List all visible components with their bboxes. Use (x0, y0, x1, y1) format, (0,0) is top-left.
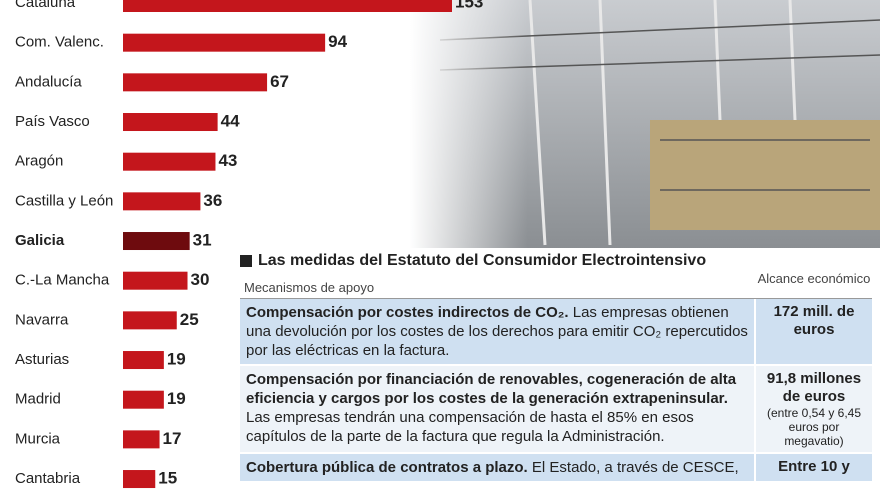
mechanism-text: Las empresas obtienen una devolución por… (246, 304, 748, 359)
value-label: 31 (193, 231, 212, 250)
table-row: Compensación por costes indirectos de CO… (240, 299, 872, 366)
bar (123, 33, 326, 52)
category-label: Com. Valenc. (15, 34, 104, 51)
category-label: Cataluña (15, 0, 76, 11)
value-label: 153 (455, 0, 483, 11)
mechanism-lead: Compensación por costes indirectos de CO… (246, 304, 569, 321)
category-label: Madrid (15, 391, 61, 408)
amount: 91,8 millones de euros (766, 370, 862, 405)
mechanism-text: Las empresas tendrán una compensación de… (246, 409, 694, 445)
value-label: 17 (163, 429, 182, 448)
category-label: Murcia (15, 430, 61, 447)
value-label: 19 (167, 350, 186, 369)
mechanism-lead: Compensación por financiación de renovab… (246, 371, 737, 407)
category-label: Cantabria (15, 470, 81, 487)
category-label: Andalucía (15, 73, 82, 90)
category-label: Navarra (15, 311, 69, 328)
amount-note: (entre 0,54 y 6,45 euros por megavatio) (766, 406, 862, 448)
value-label: 25 (180, 310, 199, 329)
bar (123, 0, 452, 12)
bar (123, 232, 190, 251)
value-label: 36 (203, 191, 222, 210)
category-label: Aragón (15, 153, 63, 170)
table-title: Las medidas del Estatuto del Consumidor … (240, 250, 872, 272)
mechanism-cell: Compensación por costes indirectos de CO… (240, 299, 754, 364)
table-body: Compensación por costes indirectos de CO… (240, 299, 872, 483)
bar (123, 113, 218, 132)
header-cell: Alcance económico (757, 271, 871, 286)
amount-cell: Entre 10 y (754, 454, 872, 481)
value-label: 94 (328, 32, 347, 51)
value-label: 43 (218, 151, 237, 170)
bar (123, 152, 216, 171)
bar (123, 390, 164, 409)
bar (123, 430, 160, 449)
mechanism-cell: Cobertura pública de contratos a plazo. … (240, 454, 754, 481)
bar (123, 351, 164, 370)
value-label: 19 (167, 389, 186, 408)
value-label: 44 (221, 111, 240, 130)
bar (123, 73, 268, 92)
table-row: Compensación por financiación de renovab… (240, 366, 872, 454)
bar (123, 311, 177, 330)
value-label: 15 (158, 469, 177, 488)
mechanism-text: El Estado, a través de CESCE, (531, 459, 739, 476)
table-row: Cobertura pública de contratos a plazo. … (240, 454, 872, 483)
bar (123, 470, 156, 489)
category-label: Castilla y León (15, 192, 113, 209)
mechanism-cell: Compensación por financiación de renovab… (240, 366, 754, 452)
category-label: País Vasco (15, 113, 90, 130)
bar (123, 192, 201, 211)
category-label: C.-La Mancha (15, 272, 110, 289)
measures-table: Las medidas del Estatuto del Consumidor … (240, 250, 872, 483)
amount-cell: 91,8 millones de euros (entre 0,54 y 6,45… (754, 366, 872, 452)
category-label: Galicia (15, 232, 65, 249)
value-label: 67 (270, 72, 289, 91)
category-label: Asturias (15, 351, 69, 368)
table-header: Mecanismos de apoyo Alcance económico (240, 272, 872, 299)
amount-cell: 172 mill. de euros (754, 299, 872, 364)
bar (123, 271, 188, 290)
header-cell: Mecanismos de apoyo (244, 280, 375, 295)
amount: 172 mill. de euros (773, 303, 855, 338)
amount: Entre 10 y (778, 458, 850, 475)
value-label: 30 (191, 270, 210, 289)
mechanism-lead: Cobertura pública de contratos a plazo. (246, 459, 528, 476)
